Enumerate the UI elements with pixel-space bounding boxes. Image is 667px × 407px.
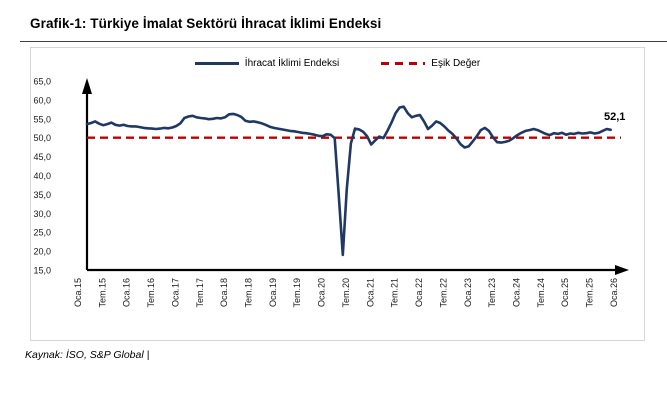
x-tick-label: Tem.19 bbox=[292, 278, 302, 308]
x-tick-label: Tem.25 bbox=[585, 278, 595, 308]
x-tick-label: Tem.18 bbox=[244, 278, 254, 308]
x-tick-label: Oca.15 bbox=[73, 278, 83, 307]
y-tick-label: 15,0 bbox=[33, 266, 51, 276]
x-tick-label: Tem.20 bbox=[341, 278, 351, 308]
y-tick-label: 50,0 bbox=[33, 133, 51, 143]
y-tick-label: 35,0 bbox=[33, 190, 51, 200]
x-tick-label: Tem.21 bbox=[390, 278, 400, 308]
x-tick-label: Oca.22 bbox=[414, 278, 424, 307]
y-tick-label: 40,0 bbox=[33, 171, 51, 181]
x-tick-label: Tem.17 bbox=[195, 278, 205, 308]
page-title: Grafik-1: Türkiye İmalat Sektörü İhracat… bbox=[30, 16, 382, 31]
x-tick-label: Oca.18 bbox=[219, 278, 229, 307]
x-tick-label: Oca.26 bbox=[609, 278, 619, 307]
x-tick-label: Tem.24 bbox=[536, 278, 546, 308]
y-tick-label: 60,0 bbox=[33, 95, 51, 105]
series-line bbox=[85, 105, 613, 257]
x-tick-label: Oca.25 bbox=[560, 278, 570, 307]
x-tick-label: Tem.15 bbox=[97, 278, 107, 308]
threshold-line-icon bbox=[381, 62, 426, 65]
y-tick-label: 45,0 bbox=[33, 152, 51, 162]
legend-item-threshold: Eşik Değer bbox=[381, 58, 480, 69]
x-tick-label: Oca.23 bbox=[463, 278, 473, 307]
y-tick-label: 30,0 bbox=[33, 209, 51, 219]
chart-panel: İhracat İklimi Endeksi Eşik Değer 65,0 60… bbox=[30, 47, 645, 341]
x-tick-label: Oca.19 bbox=[268, 278, 278, 307]
y-tick-label: 25,0 bbox=[33, 228, 51, 238]
x-tick-label: Oca.20 bbox=[317, 278, 327, 307]
series-line-icon bbox=[194, 62, 239, 65]
x-axis-arrow-icon bbox=[615, 265, 629, 275]
legend-series-label: İhracat İklimi Endeksi bbox=[244, 58, 340, 69]
y-tick-label: 55,0 bbox=[33, 114, 51, 124]
line-chart: 65,0 60,0 55,0 50,0 45,0 40,0 35,0 30,0 25,0 20,0… bbox=[33, 77, 629, 308]
source-note: Kaynak: İSO, S&P Global | bbox=[25, 349, 150, 361]
last-value-label: 52,1 bbox=[604, 111, 625, 123]
x-tick-label: Oca.24 bbox=[511, 278, 521, 307]
chart-legend: İhracat İklimi Endeksi Eşik Değer bbox=[31, 58, 644, 69]
x-tick-label: Tem.22 bbox=[438, 278, 448, 308]
y-tick-label: 65,0 bbox=[33, 77, 51, 87]
y-tick-label: 20,0 bbox=[33, 247, 51, 257]
x-tick-label: Oca.21 bbox=[365, 278, 375, 307]
legend-threshold-label: Eşik Değer bbox=[431, 58, 481, 69]
x-tick-label: Oca.16 bbox=[122, 278, 132, 307]
y-axis-arrow-icon bbox=[82, 78, 92, 94]
title-divider bbox=[20, 41, 667, 42]
x-tick-label: Tem.16 bbox=[146, 278, 156, 308]
x-tick-label: Tem.23 bbox=[487, 278, 497, 308]
legend-item-series: İhracat İklimi Endeksi bbox=[194, 58, 340, 69]
x-tick-label: Oca.17 bbox=[170, 278, 180, 307]
